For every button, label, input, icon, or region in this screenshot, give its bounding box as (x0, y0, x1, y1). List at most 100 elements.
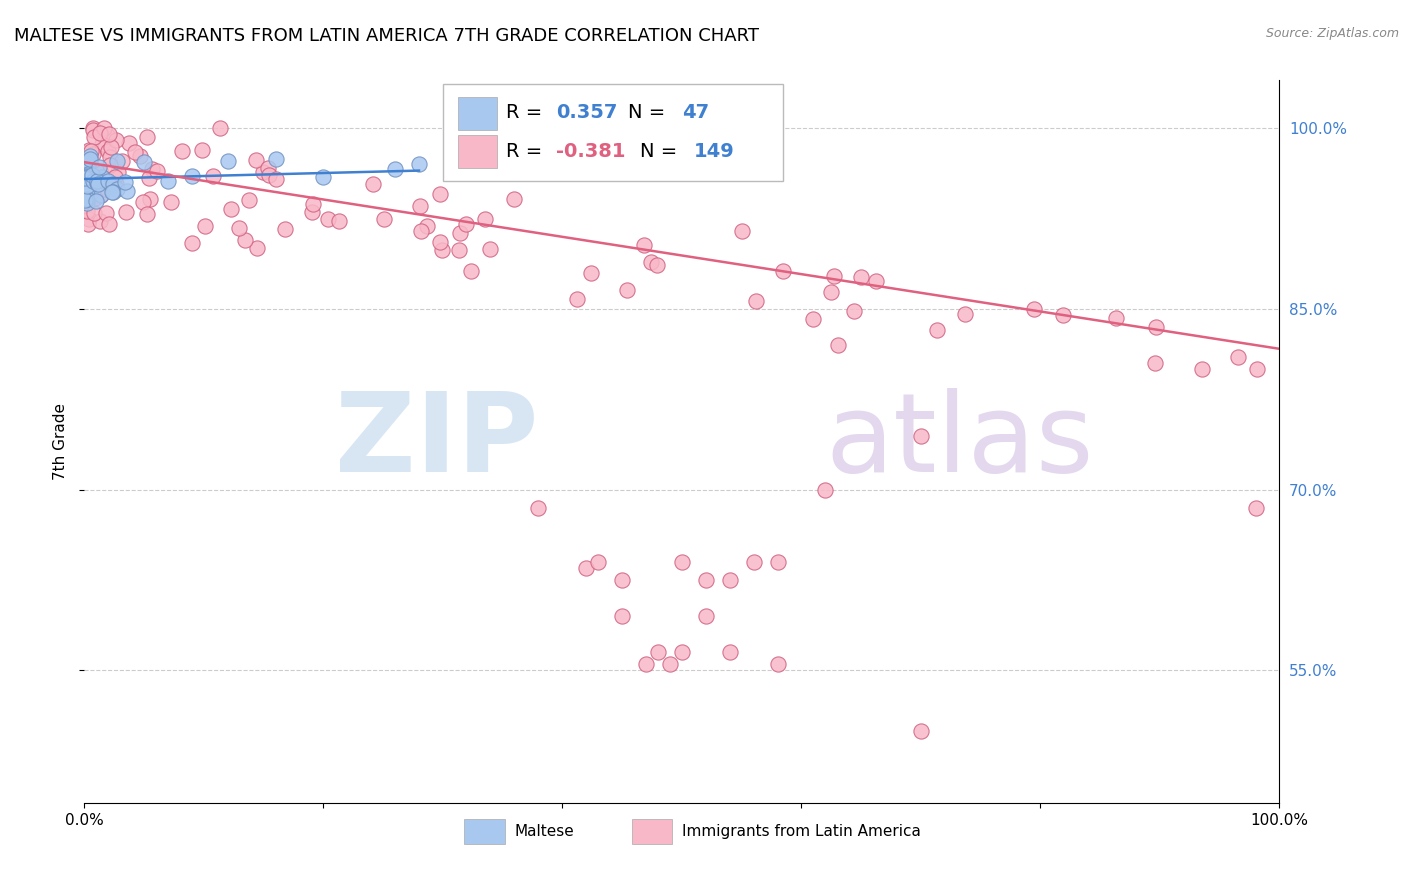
Point (90, 169, 112, 184)
Point (86, 171, 108, 186)
Point (73, 193, 96, 207)
Point (75, 164, 97, 178)
Point (454, 218, 477, 232)
Point (274, 222, 297, 236)
Point (100, 139, 122, 153)
Text: Source: ZipAtlas.com: Source: ZipAtlas.com (1265, 27, 1399, 40)
Point (718, 573, 741, 587)
Point (264, 152, 287, 166)
Point (849, 270, 872, 285)
Point (191, 143, 214, 157)
Point (129, 149, 152, 163)
Text: atlas: atlas (825, 388, 1094, 495)
Point (842, 304, 865, 318)
Point (814, 483, 837, 497)
Point (718, 645, 741, 659)
Point (910, 723, 932, 738)
Point (93, 181, 115, 195)
Point (76, 154, 98, 169)
Point (98, 150, 121, 164)
Point (766, 657, 789, 672)
Point (181, 169, 204, 184)
Point (97, 144, 120, 158)
Point (91, 137, 114, 152)
Point (801, 311, 824, 326)
Point (80, 158, 103, 172)
Point (80, 168, 103, 182)
Point (77, 192, 100, 206)
Point (86, 174, 108, 188)
Point (76, 166, 98, 180)
Point (408, 157, 430, 171)
Point (93, 121, 115, 136)
Point (82, 122, 104, 136)
Point (100, 158, 122, 172)
Point (238, 194, 260, 208)
Point (955, 307, 977, 321)
Point (1144, 320, 1167, 334)
Point (302, 197, 325, 211)
Point (77, 155, 100, 169)
Point (138, 171, 160, 186)
Point (449, 244, 471, 258)
Point (90, 188, 112, 202)
Point (77, 217, 100, 231)
Point (90, 166, 112, 180)
FancyBboxPatch shape (464, 820, 505, 844)
Point (647, 645, 669, 659)
Point (77, 195, 100, 210)
Point (575, 561, 598, 575)
Point (94, 206, 117, 220)
Point (73, 146, 96, 161)
Point (97, 217, 120, 231)
Point (98, 127, 121, 141)
Point (460, 264, 482, 278)
Point (527, 500, 550, 515)
FancyBboxPatch shape (631, 820, 672, 844)
Point (647, 258, 669, 272)
Point (503, 192, 526, 206)
Point (1191, 362, 1213, 376)
Point (77, 167, 100, 181)
Point (823, 268, 845, 283)
Point (312, 169, 335, 184)
Point (76, 204, 98, 219)
Text: 47: 47 (682, 103, 709, 122)
Point (316, 211, 339, 226)
Point (217, 154, 239, 169)
Point (82, 121, 104, 136)
FancyBboxPatch shape (458, 136, 496, 169)
Point (82, 183, 104, 197)
Point (1144, 356, 1167, 370)
Point (429, 235, 451, 249)
Point (194, 219, 217, 234)
Point (1052, 308, 1074, 322)
Point (77, 167, 100, 181)
Text: 0.357: 0.357 (557, 103, 617, 122)
Point (76, 157, 98, 171)
Point (252, 165, 274, 179)
Text: MALTESE VS IMMIGRANTS FROM LATIN AMERICA 7TH GRADE CORRELATION CHART: MALTESE VS IMMIGRANTS FROM LATIN AMERICA… (14, 27, 759, 45)
Point (105, 133, 128, 147)
Point (612, 573, 634, 587)
Point (82, 146, 104, 161)
Point (772, 264, 794, 278)
Point (671, 645, 693, 659)
Point (117, 184, 139, 198)
Point (82, 174, 104, 188)
Point (105, 153, 128, 168)
Point (245, 153, 267, 167)
Point (73, 177, 96, 191)
Point (257, 161, 280, 175)
Point (114, 176, 136, 190)
FancyBboxPatch shape (458, 97, 496, 130)
Text: Maltese: Maltese (515, 824, 574, 839)
Point (474, 212, 496, 227)
Point (1246, 362, 1268, 376)
Point (766, 555, 789, 569)
Point (301, 205, 323, 219)
Point (84, 191, 107, 205)
Point (925, 323, 948, 337)
Y-axis label: 7th Grade: 7th Grade (52, 403, 67, 480)
Text: R =: R = (506, 142, 543, 161)
